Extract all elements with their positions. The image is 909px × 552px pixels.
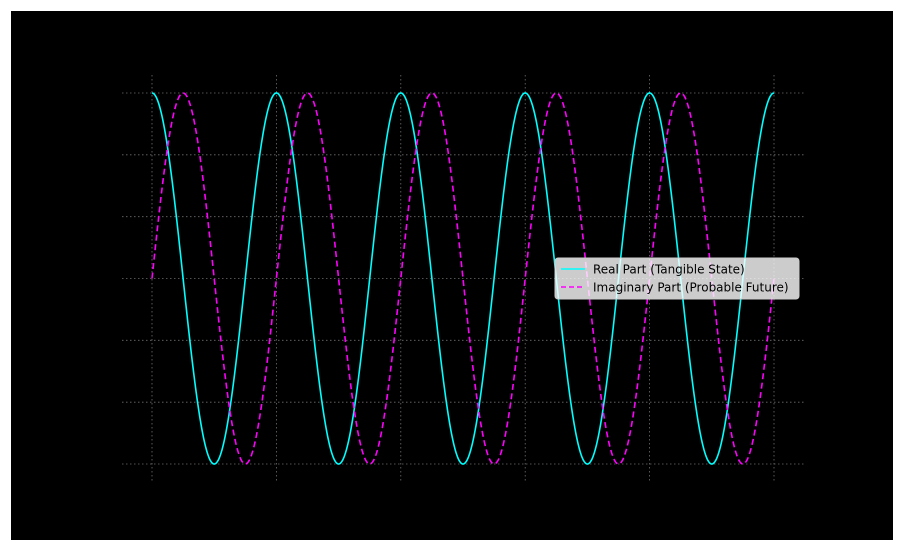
legend-box [554, 257, 800, 300]
series-layer [151, 92, 775, 465]
legend-label-imaginary: Imaginary Part (Probable Future) [593, 281, 789, 295]
legend: Real Part (Tangible State) Imaginary Par… [554, 257, 800, 300]
series-line-real [151, 92, 775, 465]
legend-label-real: Real Part (Tangible State) [593, 263, 745, 277]
